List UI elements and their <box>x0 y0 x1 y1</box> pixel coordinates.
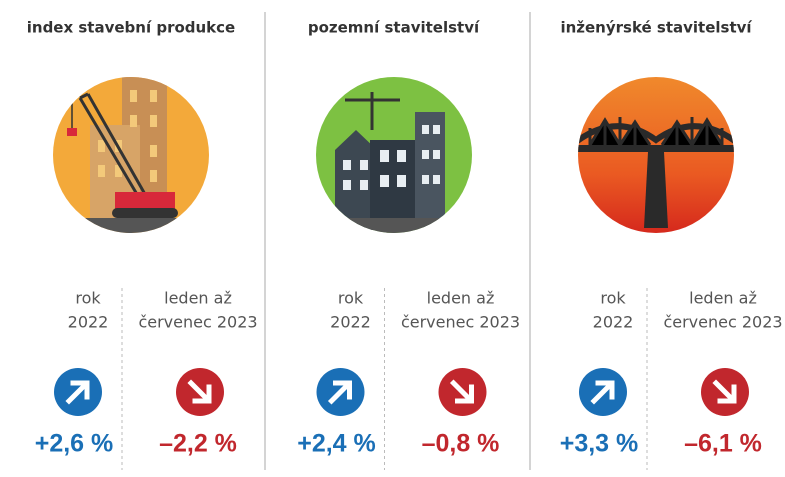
change-value: +3,3 % <box>560 430 639 458</box>
period-label: leden až <box>164 289 232 308</box>
period-label: 2022 <box>593 313 634 332</box>
period-label: 2022 <box>68 313 109 332</box>
period-label: leden až <box>427 289 495 308</box>
panel-title: index stavební produkce <box>27 19 235 37</box>
arrow-icon <box>187 379 212 404</box>
change-value: –6,1 % <box>684 430 762 458</box>
illustration-bridge <box>578 77 734 233</box>
period-label: červenec 2023 <box>138 313 257 332</box>
panel-title: pozemní stavitelství <box>308 19 480 37</box>
arrow-icon <box>449 379 475 404</box>
change-value: +2,4 % <box>297 430 376 458</box>
period-label: 2022 <box>330 313 371 332</box>
period-label: rok <box>338 289 364 308</box>
change-value: –2,2 % <box>159 430 237 458</box>
change-value: –0,8 % <box>422 430 500 458</box>
trend-arrow <box>316 368 365 416</box>
trend-arrow <box>579 368 627 416</box>
change-value: +2,6 % <box>35 430 114 458</box>
arrow-icon <box>65 380 90 405</box>
illustration-crane <box>53 77 209 233</box>
arrow-icon <box>590 380 615 405</box>
period-label: leden až <box>689 289 757 308</box>
trend-arrow <box>701 368 749 416</box>
trend-arrow <box>438 368 487 416</box>
period-label: červenec 2023 <box>401 313 520 332</box>
trend-arrow <box>54 368 102 416</box>
period-label: rok <box>600 289 626 308</box>
illustration-buildings <box>316 77 472 233</box>
panel-title: inženýrské stavitelství <box>560 19 752 37</box>
arrow-icon <box>712 379 737 404</box>
period-label: rok <box>75 289 101 308</box>
period-label: červenec 2023 <box>663 313 782 332</box>
trend-arrow <box>176 368 224 416</box>
arrow-icon <box>327 380 353 405</box>
